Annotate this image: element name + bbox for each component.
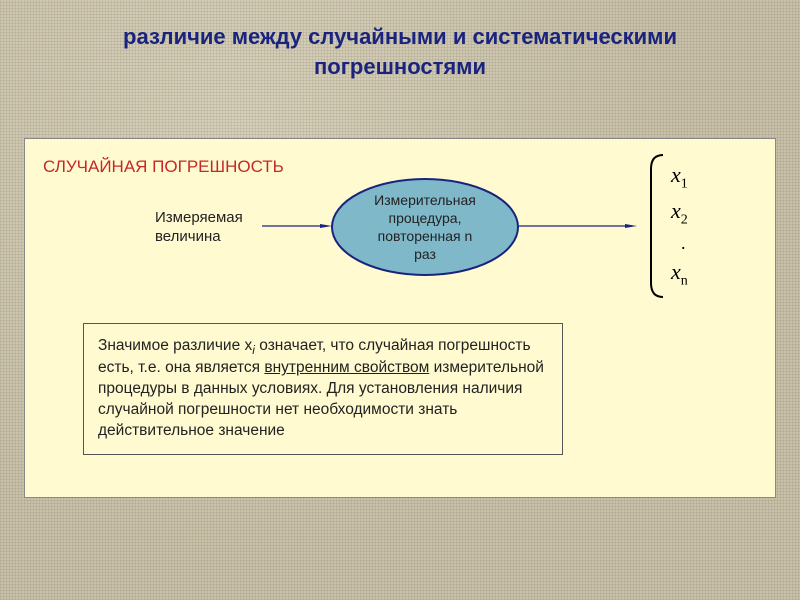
desc-p1c: внутренним свойством <box>264 359 429 376</box>
output-bracket <box>645 151 669 301</box>
measured-quantity-label: Измеряемая величина <box>155 209 243 247</box>
output-values: x1 x2 . xn <box>671 159 688 292</box>
output-x1: x1 <box>671 159 688 195</box>
ellipse-l3: повторенная n <box>378 228 473 244</box>
arrow-input <box>262 224 332 228</box>
output-xn: xn <box>671 256 688 292</box>
procedure-node: Измерительная процедура, повторенная n р… <box>330 177 520 277</box>
output-x2: x2 <box>671 195 688 231</box>
ellipse-l1: Измерительная <box>374 192 476 208</box>
content-panel: СЛУЧАЙНАЯ ПОГРЕШНОСТЬ Измеряемая величин… <box>24 138 776 498</box>
ellipse-l4: раз <box>414 246 436 262</box>
measured-l2: величина <box>155 228 221 245</box>
section-label: СЛУЧАЙНАЯ ПОГРЕШНОСТЬ <box>43 157 284 177</box>
ellipse-l2: процедура, <box>389 210 462 226</box>
output-dots: . <box>671 230 688 256</box>
measured-l1: Измеряемая <box>155 209 243 226</box>
ellipse-text: Измерительная процедура, повторенная n р… <box>330 177 520 277</box>
page-title: различие между случайными и систематичес… <box>0 22 800 81</box>
arrow-output <box>519 224 637 228</box>
desc-p1a: Значимое различие x <box>98 337 252 354</box>
description-box: Значимое различие xi означает, что случа… <box>83 323 563 455</box>
